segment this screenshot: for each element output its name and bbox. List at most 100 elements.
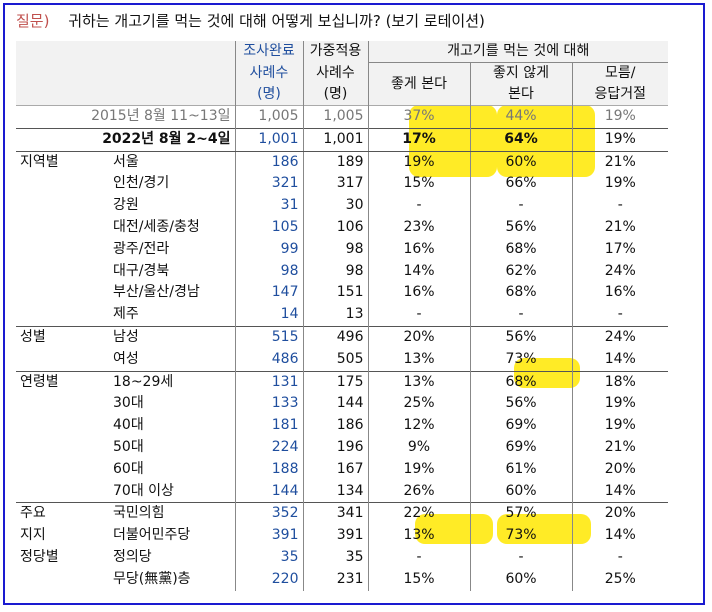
table-row: 50대 224 196 9% 69% 21% xyxy=(16,436,668,459)
row-label: 인천/경기 xyxy=(113,175,170,192)
cell-good: 13% xyxy=(367,348,470,372)
row-group-label: 연령별 xyxy=(16,370,85,394)
cell-good: 13% xyxy=(367,370,470,394)
cell-good: 17% xyxy=(367,127,470,152)
cell-surveyed-count: 352 xyxy=(234,502,303,526)
cell-unknown: 14% xyxy=(571,348,668,372)
row-label: 부산/울산/경남 xyxy=(113,284,200,301)
cell-unknown: 14% xyxy=(571,525,668,547)
cell-good: 15% xyxy=(367,568,470,591)
table-row: 연령별 18~29세 131 175 13% 68% 18% xyxy=(16,370,668,394)
cell-bad: 68% xyxy=(469,238,572,261)
page-frame xyxy=(3,3,705,605)
row-label: 광주/전라 xyxy=(113,240,170,257)
hdr-unknown-1: 모름/ xyxy=(571,62,668,84)
cell-bad: 66% xyxy=(469,173,572,196)
cell-good: 19% xyxy=(367,458,470,481)
hdr-surveyed-3: (명) xyxy=(234,84,303,106)
cell-bad: 56% xyxy=(469,393,572,416)
cell-weighted-count: 1,005 xyxy=(302,105,368,129)
cell-bad: 60% xyxy=(469,480,572,503)
cell-weighted-count: 189 xyxy=(302,150,368,174)
cell-surveyed-count: 1,005 xyxy=(234,105,303,129)
cell-weighted-count: 151 xyxy=(302,282,368,305)
cell-bad: 57% xyxy=(469,502,572,526)
cell-weighted-count: 144 xyxy=(302,393,368,416)
row-group-label: 지지 xyxy=(20,527,46,544)
cell-surveyed-count: 99 xyxy=(234,238,303,261)
cell-surveyed-count: 486 xyxy=(234,348,303,372)
cell-surveyed-count: 147 xyxy=(234,282,303,305)
hdr-weighted-2: 사례수 xyxy=(302,62,368,84)
cell-weighted-count: 134 xyxy=(302,480,368,503)
table-row: 지역별 서울 186 189 19% 60% 21% xyxy=(16,150,668,174)
table-row: 2022년 8월 2~4일 1,001 1,001 17% 64% 19% xyxy=(16,127,668,152)
cell-surveyed-count: 105 xyxy=(234,216,303,239)
question-text: 귀하는 개고기를 먹는 것에 대해 어떻게 보십니까? (보기 로테이션) xyxy=(68,12,485,30)
row-label: 60대 xyxy=(113,460,144,477)
cell-good: 20% xyxy=(367,325,470,349)
cell-bad: 61% xyxy=(469,458,572,481)
row-label: 40대 xyxy=(113,417,144,434)
cell-surveyed-count: 133 xyxy=(234,393,303,416)
cell-bad: 73% xyxy=(469,525,572,547)
cell-bad: 62% xyxy=(469,260,572,283)
hdr-surveyed-1: 조사완료 xyxy=(234,41,303,63)
cell-surveyed-count: 188 xyxy=(234,458,303,481)
cell-good: - xyxy=(367,304,470,327)
table-row: 지지 더불어민주당 391 391 13% 73% 14% xyxy=(16,525,668,547)
table-row: 부산/울산/경남 147 151 16% 68% 16% xyxy=(16,282,668,305)
table-row: 2015년 8월 11~13일 1,005 1,005 37% 44% 19% xyxy=(16,105,668,129)
table-row: 주요 국민의힘 352 341 22% 57% 20% xyxy=(16,502,668,526)
hdr-group-title: 개고기를 먹는 것에 대해 xyxy=(367,41,668,63)
cell-unknown: 25% xyxy=(571,568,668,591)
table-row: 여성 486 505 13% 73% 14% xyxy=(16,348,668,372)
cell-unknown: 16% xyxy=(571,282,668,305)
cell-good: 16% xyxy=(367,282,470,305)
row-group-label xyxy=(16,217,85,239)
row-group-label xyxy=(16,304,85,326)
row-label: 70대 이상 xyxy=(113,482,174,499)
row-group-label xyxy=(16,437,85,459)
row-label: 정의당 xyxy=(113,548,152,565)
cell-unknown: 20% xyxy=(571,502,668,526)
row-group-label: 성별 xyxy=(16,325,85,349)
cell-weighted-count: 35 xyxy=(302,546,368,569)
cell-good: 9% xyxy=(367,436,470,459)
cell-bad: 56% xyxy=(469,216,572,239)
cell-surveyed-count: 35 xyxy=(234,546,303,569)
row-group-label xyxy=(16,239,85,261)
cell-bad: 44% xyxy=(469,105,572,129)
cell-bad: 56% xyxy=(469,325,572,349)
cell-surveyed-count: 391 xyxy=(234,525,303,547)
hdr-bad-1: 좋지 않게 xyxy=(469,62,572,84)
question-line: 질문) 귀하는 개고기를 먹는 것에 대해 어떻게 보십니까? (보기 로테이션… xyxy=(16,10,485,31)
cell-good: 19% xyxy=(367,150,470,174)
cell-bad: 69% xyxy=(469,436,572,459)
table-row: 60대 188 167 19% 61% 20% xyxy=(16,458,668,481)
row-label: 무당(無黨)층 xyxy=(113,570,191,587)
row-group-label xyxy=(16,393,85,415)
hdr-surveyed-2: 사례수 xyxy=(234,62,303,84)
row-group-label xyxy=(16,127,85,152)
row-group-label xyxy=(16,261,85,283)
row-group-label xyxy=(16,459,85,481)
cell-weighted-count: 98 xyxy=(302,238,368,261)
cell-surveyed-count: 220 xyxy=(234,568,303,591)
cell-good: 14% xyxy=(367,260,470,283)
table-row: 70대 이상 144 134 26% 60% 14% xyxy=(16,480,668,503)
cell-unknown: - xyxy=(571,546,668,569)
cell-unknown: 14% xyxy=(571,480,668,503)
hdr-good: 좋게 본다 xyxy=(367,62,470,106)
cell-surveyed-count: 31 xyxy=(234,195,303,217)
row-group-label: 정당별 xyxy=(20,548,59,565)
cell-weighted-count: 196 xyxy=(302,436,368,459)
row-label: 남성 xyxy=(85,325,235,349)
row-label: 더불어민주당 xyxy=(113,527,191,544)
cell-weighted-count: 505 xyxy=(302,348,368,372)
cell-unknown: 21% xyxy=(571,216,668,239)
cell-good: 12% xyxy=(367,415,470,437)
row-group-label xyxy=(16,569,85,591)
cell-weighted-count: 175 xyxy=(302,370,368,394)
hdr-bad-2: 본다 xyxy=(469,84,572,106)
